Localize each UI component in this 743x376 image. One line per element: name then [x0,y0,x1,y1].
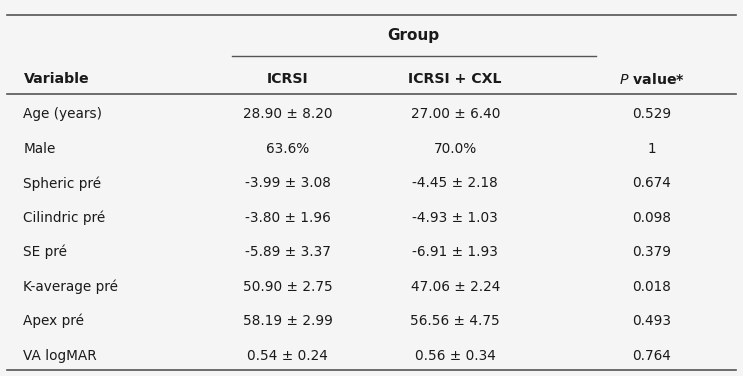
Text: -4.93 ± 1.03: -4.93 ± 1.03 [412,211,498,225]
Text: -5.89 ± 3.37: -5.89 ± 3.37 [245,245,331,259]
Text: Cilindric pré: Cilindric pré [24,211,106,225]
Text: ICRSI + CXL: ICRSI + CXL [409,72,502,86]
Text: SE pré: SE pré [24,245,68,259]
Text: Apex pré: Apex pré [24,314,85,328]
Text: 0.529: 0.529 [632,107,672,121]
Text: $\mathit{P}$ value*: $\mathit{P}$ value* [619,72,685,87]
Text: 1: 1 [647,142,656,156]
Text: 58.19 ± 2.99: 58.19 ± 2.99 [243,314,333,328]
Text: -4.45 ± 2.18: -4.45 ± 2.18 [412,176,498,190]
Text: 0.379: 0.379 [632,245,672,259]
Text: 70.0%: 70.0% [434,142,477,156]
Text: ICRSI: ICRSI [267,72,308,86]
Text: 50.90 ± 2.75: 50.90 ± 2.75 [243,280,333,294]
Text: 0.764: 0.764 [632,349,671,363]
Text: 56.56 ± 4.75: 56.56 ± 4.75 [410,314,500,328]
Text: K-average pré: K-average pré [24,279,118,294]
Text: 27.00 ± 6.40: 27.00 ± 6.40 [411,107,500,121]
Text: Male: Male [24,142,56,156]
Text: 0.54 ± 0.24: 0.54 ± 0.24 [247,349,328,363]
Text: -3.99 ± 3.08: -3.99 ± 3.08 [245,176,331,190]
Text: -6.91 ± 1.93: -6.91 ± 1.93 [412,245,498,259]
Text: 0.098: 0.098 [632,211,672,225]
Text: 0.493: 0.493 [632,314,672,328]
Text: 0.674: 0.674 [632,176,671,190]
Text: VA logMAR: VA logMAR [24,349,97,363]
Text: Age (years): Age (years) [24,107,103,121]
Text: 0.018: 0.018 [632,280,671,294]
Text: Variable: Variable [24,72,89,86]
Text: 28.90 ± 8.20: 28.90 ± 8.20 [243,107,333,121]
Text: 63.6%: 63.6% [266,142,309,156]
Text: Spheric pré: Spheric pré [24,176,102,191]
Text: 0.56 ± 0.34: 0.56 ± 0.34 [415,349,496,363]
Text: -3.80 ± 1.96: -3.80 ± 1.96 [245,211,331,225]
Text: 47.06 ± 2.24: 47.06 ± 2.24 [411,280,500,294]
Text: Group: Group [388,27,440,42]
